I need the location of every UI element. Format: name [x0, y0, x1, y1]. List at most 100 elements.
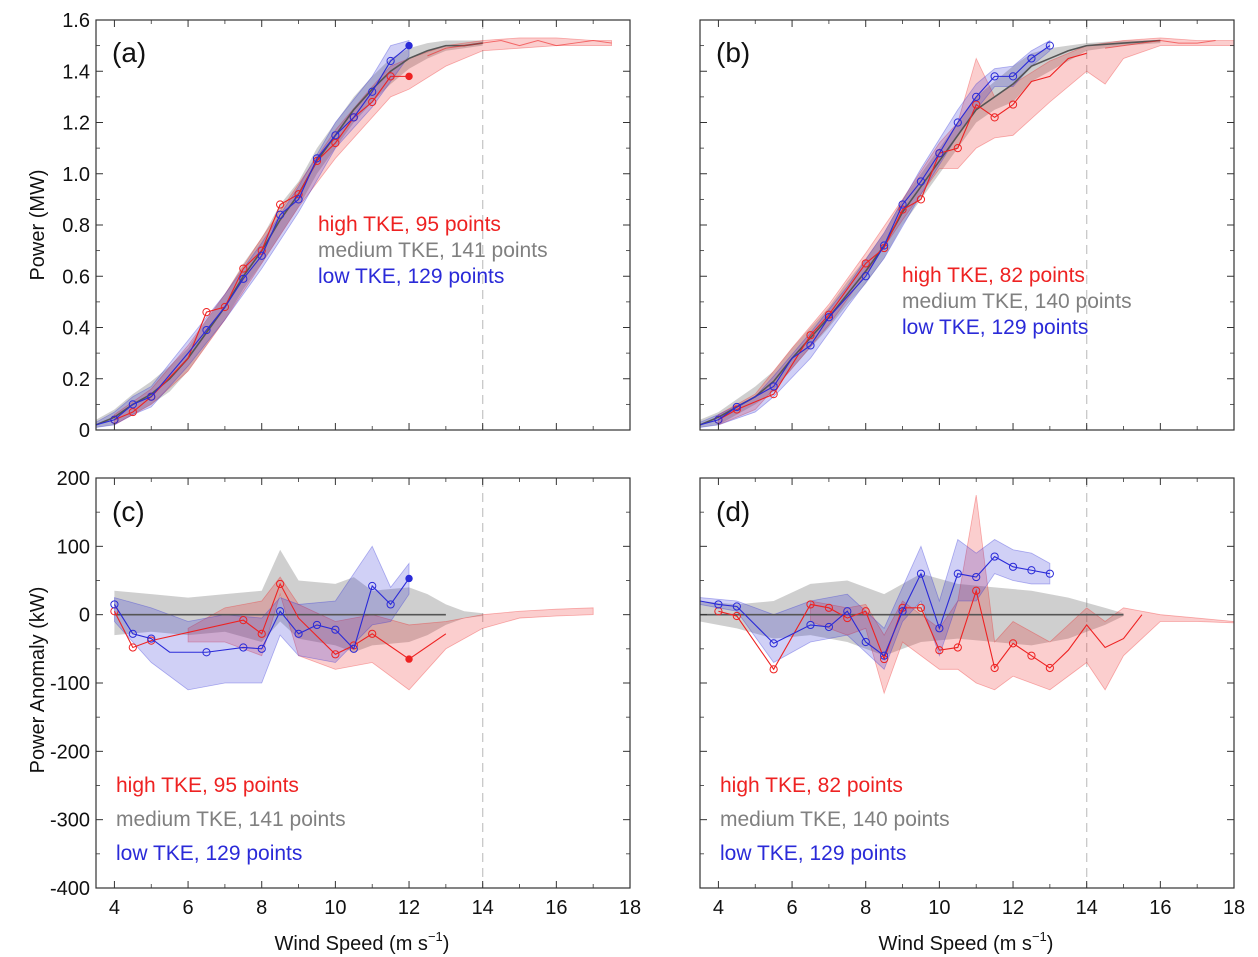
panel-c-legend-medium: medium TKE, 141 points	[116, 808, 346, 831]
panel-d-tag: (d)	[716, 496, 750, 527]
panel-d: 4 6 8 10 12 14 16 18 (d) high TKE, 82 points me…	[699, 477, 1245, 919]
panel-b-high-marker	[806, 331, 815, 340]
panel-c-y-tick-label: -200	[50, 741, 90, 763]
panel-d-high-marker	[935, 646, 944, 655]
panel-d-low-marker	[843, 607, 852, 616]
panel-a-y-tick-label: 0.6	[62, 266, 90, 288]
panel-c-y-tick-label: 0	[79, 605, 90, 627]
panel-d-low-marker	[824, 622, 833, 632]
panel-b-low-marker	[769, 382, 778, 391]
panel-c-x-tick-label: 16	[545, 897, 567, 919]
panel-a-high-marker	[220, 302, 229, 312]
panel-d-plot: 4 6 8 10 12 14 16 18	[699, 477, 1245, 919]
panel-a-y-tick-label: 0.8	[62, 215, 90, 237]
panel-c-x-tick-label: 6	[183, 897, 194, 919]
panel-d-x-tick-label: 10	[928, 897, 950, 919]
panel-d-high-marker	[824, 603, 833, 612]
panel-b-high-marker	[824, 310, 833, 319]
panel-d-low-marker	[953, 569, 962, 578]
panel-d-high-marker	[953, 643, 962, 652]
panel-c-high-marker	[257, 629, 266, 638]
y-axis-label-bottom: Power Anomaly (kW)	[27, 587, 49, 774]
panel-d-low-marker	[806, 620, 815, 630]
panel-a-y-tick-label: 0	[79, 420, 90, 442]
panel-b-high-marker	[861, 259, 870, 268]
panel-c-low-line	[113, 578, 410, 653]
panel-d-high-marker	[916, 603, 926, 612]
panel-c-low-marker	[386, 600, 395, 609]
panel-a-high-line	[114, 75, 410, 421]
panel-b-high-marker	[916, 195, 926, 204]
panel-c-plot-area	[110, 478, 594, 888]
panel-a-high-band	[114, 37, 612, 426]
x-axis-label-left-exponent: −1	[428, 929, 443, 944]
panel-d-low-marker	[1027, 566, 1036, 575]
panel-a-legend-low: low TKE, 129 points	[318, 265, 504, 288]
panel-c-low-marker	[202, 648, 211, 657]
panel-c-legend-high: high TKE, 95 points	[116, 774, 299, 797]
x-axis-label-left: Wind Speed (m s−1)	[275, 929, 450, 955]
panel-a-high-marker	[202, 308, 211, 317]
panel-a-low-marker	[276, 210, 285, 219]
panel-a-low-marker	[331, 131, 340, 140]
panel-c-x-tick-label: 12	[398, 897, 420, 919]
panel-c-low-end-point	[405, 574, 413, 583]
panel-b-low-marker	[972, 92, 981, 101]
panel-c-low-marker	[349, 644, 358, 653]
panel-a-low-band	[96, 39, 410, 428]
panel-b-low-marker	[824, 313, 833, 322]
panel-d-x-tick-label: 6	[787, 897, 798, 919]
panel-d-low-marker	[1045, 569, 1054, 578]
panel-a-low-end-point	[405, 41, 413, 50]
panel-c-y-tick-label: -400	[50, 878, 90, 900]
panel-c-y-tick-label: 100	[57, 536, 90, 558]
panel-c-low-marker	[368, 581, 377, 591]
panel-a-high-marker	[368, 97, 377, 107]
panel-d-low-marker	[972, 572, 981, 582]
panel-b-tag: (b)	[716, 37, 750, 68]
panel-b-low-marker	[916, 177, 926, 186]
panel-c-high-marker	[128, 643, 137, 652]
panel-d-low-marker	[714, 600, 723, 609]
panel-a-high-marker	[386, 72, 395, 81]
panel-b-low-marker	[806, 341, 815, 350]
panel-b-high-marker	[898, 205, 907, 214]
panel-a-low-marker	[202, 325, 211, 335]
panel-c-low-marker	[312, 620, 322, 630]
panel-d-high-marker	[732, 611, 741, 621]
panel-b-low-marker	[1045, 41, 1054, 50]
panel-a-low-line	[96, 45, 410, 426]
panel-b-low-marker	[1027, 54, 1036, 63]
panel-c-y-tick-label: 200	[57, 468, 90, 490]
panel-b-plot	[699, 19, 1235, 431]
panel-c-x-tick-label: 8	[256, 897, 267, 919]
panel-c-low-marker	[110, 600, 119, 609]
panel-c-high-end-point	[405, 655, 413, 663]
panel-a: 0 0.2 0.4 0.6 0.8 1.0 1.2 1.4 1.6 (a) high TKE, …	[62, 10, 631, 442]
panel-b-high-marker	[953, 144, 962, 153]
x-axis-label-left-close: )	[443, 933, 450, 955]
panel-b-high-tail-line	[1105, 39, 1216, 49]
panel-a-y-tick-label: 1.2	[62, 113, 90, 135]
x-axis-label-right: Wind Speed (m s−1)	[879, 929, 1054, 955]
panel-c-low-marker	[331, 625, 340, 634]
panel-a-plot-area	[96, 20, 612, 430]
panel-a-low-marker	[239, 274, 248, 283]
panel-b-high-line	[718, 52, 1087, 421]
panel-b-high-marker	[990, 113, 999, 122]
panel-d-x-tick-label: 16	[1149, 897, 1171, 919]
panel-d-low-marker	[880, 651, 889, 660]
panel-a-low-marker	[147, 392, 156, 401]
panel-c-low-band	[114, 545, 410, 691]
panel-c-high-marker	[276, 579, 285, 589]
panel-d-low-marker	[916, 569, 926, 578]
panel-d-high-band	[810, 495, 1234, 695]
panel-a-y-tick-label: 1.0	[62, 164, 90, 186]
panel-c-high-marker	[368, 629, 377, 638]
panel-b-low-line	[700, 45, 1051, 426]
panel-a-low-marker	[128, 400, 137, 409]
panel-c-high-marker	[239, 616, 248, 625]
panel-b: (b) high TKE, 82 points medium TKE, 140 …	[699, 19, 1235, 431]
panel-b-legend-medium: medium TKE, 140 points	[902, 290, 1132, 313]
